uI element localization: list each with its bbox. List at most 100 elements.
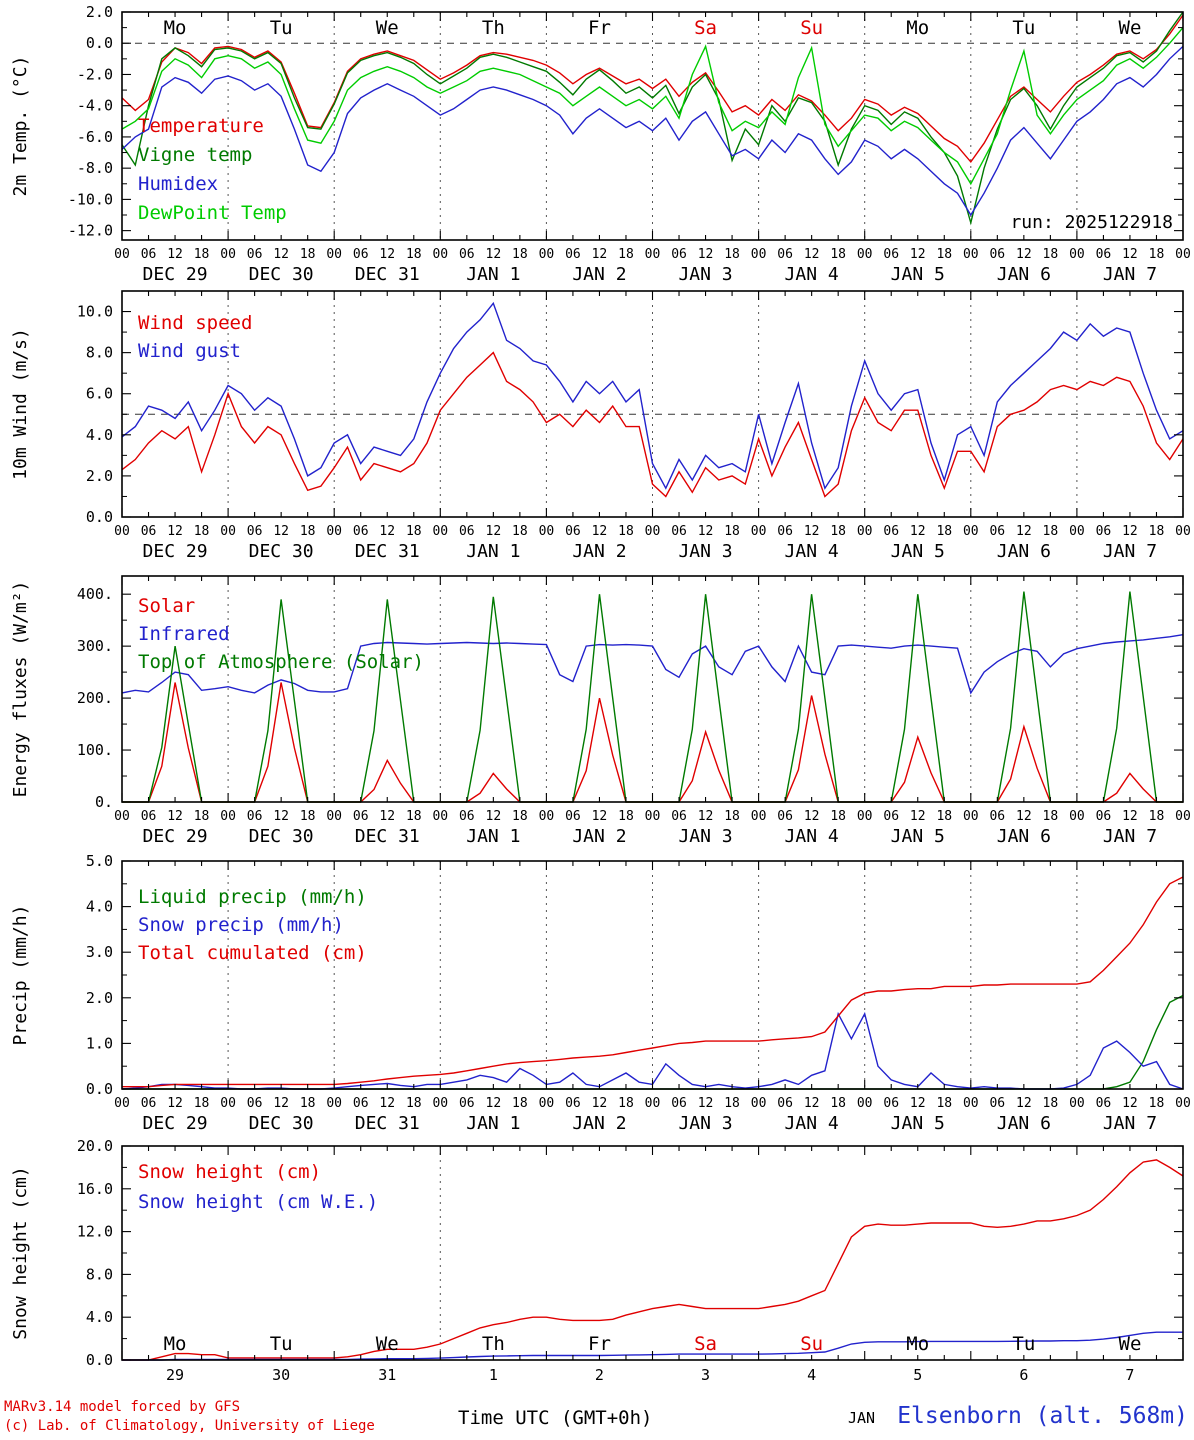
y-tick-label: 0. [95, 793, 113, 811]
y-tick-label: 0.0 [86, 508, 113, 526]
hour-label: 00 [751, 247, 767, 262]
weekday-label: We [376, 1333, 399, 1355]
y-tick-label: 8.0 [86, 344, 113, 362]
weekday-label: We [1119, 17, 1142, 39]
hour-label: 18 [300, 524, 316, 539]
y-axis-title: Precip (mm/h) [10, 905, 31, 1046]
hour-label: 18 [1149, 247, 1165, 262]
day-number-label: 30 [272, 1366, 290, 1384]
day-label: JAN 3 [678, 1113, 732, 1134]
series-solar [122, 682, 1183, 803]
hour-label: 00 [326, 809, 342, 824]
day-label: JAN 2 [572, 264, 626, 285]
day-label: DEC 31 [355, 1113, 420, 1134]
hour-label: 00 [645, 247, 661, 262]
day-label: DEC 30 [249, 541, 314, 562]
hour-label: 00 [645, 1096, 661, 1111]
legend-entry: DewPoint Temp [138, 202, 287, 224]
hour-label: 18 [406, 524, 422, 539]
hour-label: 12 [592, 247, 608, 262]
hour-label: 18 [724, 524, 740, 539]
hour-label: 00 [963, 524, 979, 539]
weekday-label: Tu [270, 1333, 293, 1355]
weekday-label: Fr [588, 1333, 611, 1355]
day-label: JAN 3 [678, 826, 732, 847]
legend-entry: Infrared [138, 623, 230, 645]
y-tick-label: 10.0 [77, 303, 113, 321]
day-label: JAN 2 [572, 541, 626, 562]
hour-label: 18 [618, 247, 634, 262]
hour-label: 12 [273, 809, 289, 824]
weekday-label: We [1119, 1333, 1142, 1355]
y-tick-label: 100. [77, 741, 113, 759]
hour-label: 12 [910, 809, 926, 824]
hour-label: 18 [618, 1096, 634, 1111]
day-label: DEC 29 [143, 826, 208, 847]
y-tick-label: 1.0 [86, 1034, 113, 1052]
hour-label: 18 [1043, 1096, 1059, 1111]
wind-chart: 10.0 8.0 6.0 4.0 2.0 0.0 Wind speed Wind gust 00… [10, 290, 1191, 562]
day-label: JAN 7 [1103, 541, 1157, 562]
snow-height-chart: 20.0 16.0 12.0 8.0 4.0 0.0 Snow height (cm) Sno… [10, 1140, 1184, 1384]
weekday-label: Tu [1012, 1333, 1035, 1355]
hour-label: 00 [857, 524, 873, 539]
hour-label: 06 [565, 809, 581, 824]
hour-label: 06 [1096, 1096, 1112, 1111]
hour-label: 00 [114, 524, 130, 539]
hour-label: 00 [751, 524, 767, 539]
weekday-label: Th [482, 17, 505, 39]
hour-label: 00 [1069, 1096, 1085, 1111]
hour-label: 12 [379, 1096, 395, 1111]
day-label: JAN 5 [891, 826, 945, 847]
hour-label: 00 [857, 809, 873, 824]
day-label: JAN 6 [997, 1113, 1051, 1134]
hour-label: 12 [592, 1096, 608, 1111]
hour-label: 12 [1016, 809, 1032, 824]
hour-label: 06 [1096, 809, 1112, 824]
hour-label: 12 [804, 1096, 820, 1111]
hour-label: 00 [751, 809, 767, 824]
hour-label: 18 [512, 809, 528, 824]
hour-label: 06 [353, 809, 369, 824]
day-label: DEC 31 [355, 826, 420, 847]
series-vigne-temp [121, 11, 1184, 226]
y-tick-label: 5.0 [86, 855, 113, 870]
hour-label: 12 [592, 809, 608, 824]
hour-label: 06 [989, 524, 1005, 539]
hour-label: 06 [141, 247, 157, 262]
hour-label: 00 [539, 524, 555, 539]
hour-label: 00 [432, 247, 448, 262]
hour-label: 18 [830, 1096, 846, 1111]
legend-entry: Snow height (cm W.E.) [138, 1191, 378, 1213]
weekday-label: Sa [694, 1333, 717, 1355]
hour-label: 18 [618, 524, 634, 539]
hour-label: 06 [565, 247, 581, 262]
hour-label: 18 [512, 1096, 528, 1111]
hour-label: 06 [353, 1096, 369, 1111]
day-number-label: 1 [489, 1366, 498, 1384]
month-label: JAN [848, 1409, 876, 1427]
day-number-label: 31 [378, 1366, 396, 1384]
legend-entry: Top of Atmosphere (Solar) [138, 651, 424, 673]
y-tick-label: -10.0 [68, 190, 113, 208]
day-label: JAN 7 [1103, 826, 1157, 847]
hour-label: 12 [486, 247, 502, 262]
hour-label: 00 [1175, 1096, 1191, 1111]
day-number-label: 2 [595, 1366, 604, 1384]
hour-label: 06 [459, 809, 475, 824]
hour-label: 18 [194, 809, 210, 824]
weekday-label: Fr [588, 17, 611, 39]
hour-label: 18 [724, 809, 740, 824]
hour-label: 18 [830, 524, 846, 539]
hour-label: 12 [910, 524, 926, 539]
y-tick-label: 6.0 [86, 385, 113, 403]
hour-label: 12 [167, 247, 183, 262]
day-label: JAN 2 [572, 826, 626, 847]
day-label: DEC 29 [143, 541, 208, 562]
hour-label: 06 [883, 809, 899, 824]
day-label: DEC 30 [249, 1113, 314, 1134]
hour-label: 00 [220, 1096, 236, 1111]
hour-label: 18 [1149, 524, 1165, 539]
hour-label: 00 [114, 809, 130, 824]
hour-label: 00 [1069, 809, 1085, 824]
